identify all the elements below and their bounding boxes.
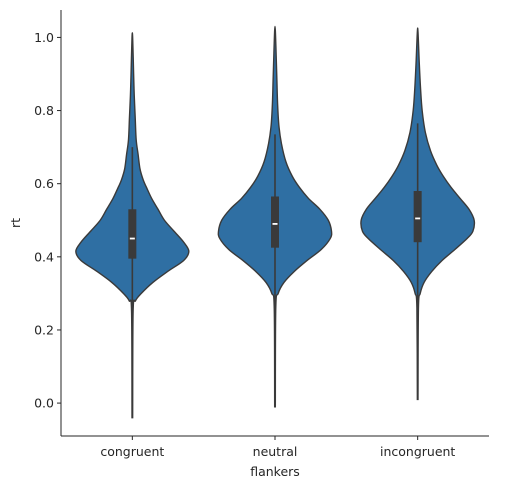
x-tick-label: incongruent [380,444,455,459]
y-tick-label: 0.0 [34,396,54,411]
y-axis-ticks: 0.0 0.2 0.4 0.6 0.8 1.0 [34,30,61,411]
x-tick-label: neutral [253,444,298,459]
y-tick-label: 1.0 [34,30,54,45]
x-tick-label: congruent [100,444,164,459]
violins-group [76,26,475,417]
violin-iqr-box-incongruent [414,191,422,242]
violin-iqr-box-neutral [271,196,279,247]
y-axis-label: rt [8,218,23,228]
y-tick-label: 0.2 [34,322,54,337]
y-tick-label: 0.6 [34,176,54,191]
x-axis-label: flankers [250,464,300,479]
x-axis-ticks: congruent neutral incongruent [100,436,455,459]
y-tick-label: 0.4 [34,249,54,264]
y-tick-label: 0.8 [34,103,54,118]
violin-iqr-box-congruent [128,209,136,258]
